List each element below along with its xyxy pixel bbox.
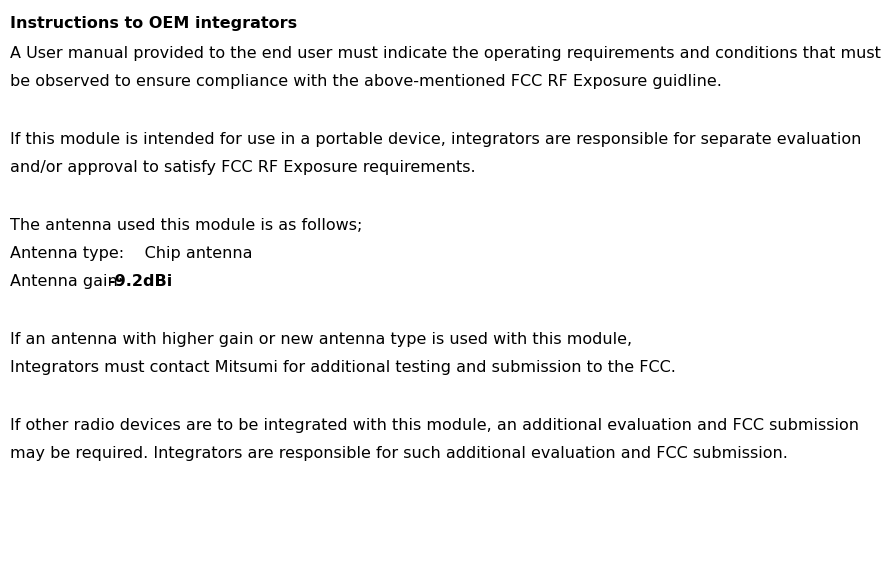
- Text: may be required. Integrators are responsible for such additional evaluation and : may be required. Integrators are respons…: [10, 446, 788, 461]
- Text: If other radio devices are to be integrated with this module, an additional eval: If other radio devices are to be integra…: [10, 418, 859, 433]
- Text: The antenna used this module is as follows;: The antenna used this module is as follo…: [10, 218, 362, 233]
- Text: If this module is intended for use in a portable device, integrators are respons: If this module is intended for use in a …: [10, 132, 861, 147]
- Text: Antenna gain:: Antenna gain:: [10, 274, 123, 289]
- Text: Antenna type:    Chip antenna: Antenna type: Chip antenna: [10, 246, 253, 261]
- Text: Integrators must contact Mitsumi for additional testing and submission to the FC: Integrators must contact Mitsumi for add…: [10, 360, 676, 375]
- Text: and/or approval to satisfy FCC RF Exposure requirements.: and/or approval to satisfy FCC RF Exposu…: [10, 160, 476, 175]
- Text: If an antenna with higher gain or new antenna type is used with this module,: If an antenna with higher gain or new an…: [10, 332, 632, 347]
- Text: Instructions to OEM integrators: Instructions to OEM integrators: [10, 16, 297, 31]
- Text: -9.2dBi: -9.2dBi: [108, 274, 172, 289]
- Text: A User manual provided to the end user must indicate the operating requirements : A User manual provided to the end user m…: [10, 46, 881, 61]
- Text: be observed to ensure compliance with the above-mentioned FCC RF Exposure guidli: be observed to ensure compliance with th…: [10, 74, 722, 89]
